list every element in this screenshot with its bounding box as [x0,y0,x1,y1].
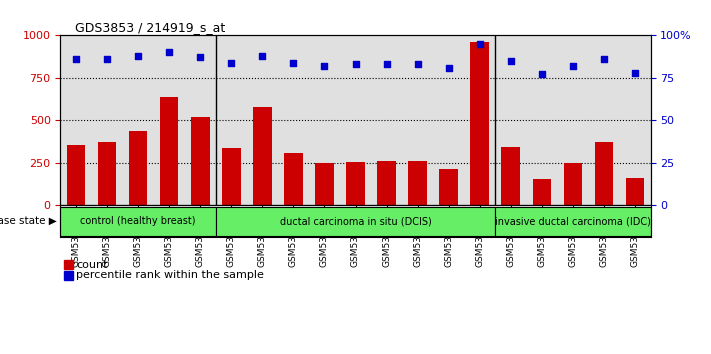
Bar [346,162,365,205]
Point [536,72,547,77]
Bar [215,207,496,236]
Bar [533,179,551,205]
Text: disease state ▶: disease state ▶ [0,216,57,226]
Text: control (healthy breast): control (healthy breast) [80,216,196,226]
Point [102,56,113,62]
Bar [222,148,240,205]
Point [443,65,454,70]
Point [195,55,206,60]
Bar [471,42,489,205]
Bar [315,163,333,205]
Bar [626,178,644,205]
Point [288,60,299,65]
Bar [253,107,272,205]
Point [225,60,237,65]
Point [505,58,516,64]
Bar [408,161,427,205]
Bar [439,169,458,205]
Bar [191,117,210,205]
Point [567,63,579,69]
Point [629,70,641,76]
Point [319,63,330,69]
Point [350,62,361,67]
Bar [594,142,614,205]
Bar [67,145,85,205]
Bar [284,153,303,205]
Point [257,53,268,59]
Point [474,41,486,47]
Point [132,53,144,59]
Text: invasive ductal carcinoma (IDC): invasive ductal carcinoma (IDC) [495,216,651,226]
Bar [160,97,178,205]
Text: ductal carcinoma in situ (DCIS): ductal carcinoma in situ (DCIS) [279,216,432,226]
Point [412,62,423,67]
Point [381,62,392,67]
Text: percentile rank within the sample: percentile rank within the sample [76,270,264,280]
Point [164,50,175,55]
Bar [129,131,147,205]
Point [70,56,82,62]
Bar [60,207,215,236]
Bar [378,161,396,205]
Point [598,56,609,62]
Text: GDS3853 / 214919_s_at: GDS3853 / 214919_s_at [75,21,225,34]
Bar [501,147,520,205]
Bar [97,142,117,205]
Text: count: count [76,259,107,270]
Bar [496,207,651,236]
Bar [564,163,582,205]
